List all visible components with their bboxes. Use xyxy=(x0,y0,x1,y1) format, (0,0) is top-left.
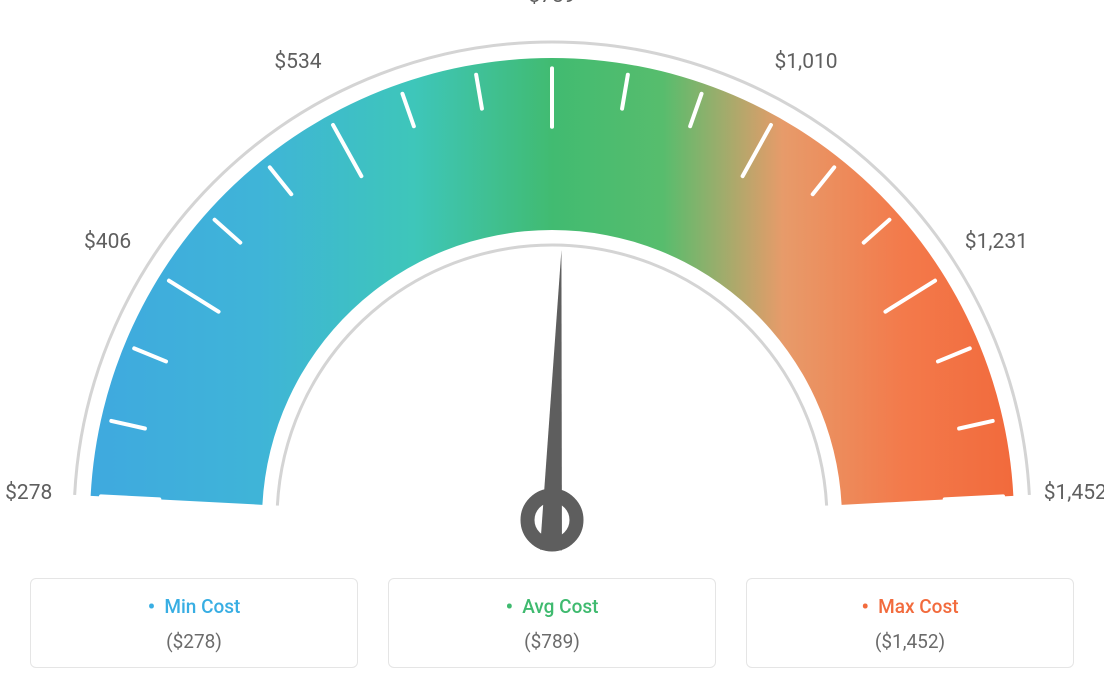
gauge-chart: $278 $406 $534 $789 $1,010 $1,231 $1,452 xyxy=(0,0,1104,560)
legend-row: Min Cost ($278) Avg Cost ($789) Max Cost… xyxy=(0,578,1104,668)
gauge-tick-label: $406 xyxy=(84,230,131,254)
gauge-svg xyxy=(0,0,1104,560)
legend-title-max: Max Cost xyxy=(747,595,1073,620)
gauge-tick-label: $278 xyxy=(5,481,52,505)
gauge-tick-label: $1,231 xyxy=(965,230,1028,254)
gauge-tick-label: $1,452 xyxy=(1044,481,1104,505)
gauge-tick-label: $534 xyxy=(274,50,321,74)
legend-value-avg: ($789) xyxy=(389,630,715,653)
legend-card-max: Max Cost ($1,452) xyxy=(746,578,1074,668)
legend-title-avg: Avg Cost xyxy=(389,595,715,620)
legend-title-min: Min Cost xyxy=(31,595,357,620)
legend-value-max: ($1,452) xyxy=(747,630,1073,653)
legend-card-avg: Avg Cost ($789) xyxy=(388,578,716,668)
gauge-tick-label: $1,010 xyxy=(774,50,837,74)
gauge-tick-label: $789 xyxy=(528,0,575,8)
legend-card-min: Min Cost ($278) xyxy=(30,578,358,668)
legend-value-min: ($278) xyxy=(31,630,357,653)
